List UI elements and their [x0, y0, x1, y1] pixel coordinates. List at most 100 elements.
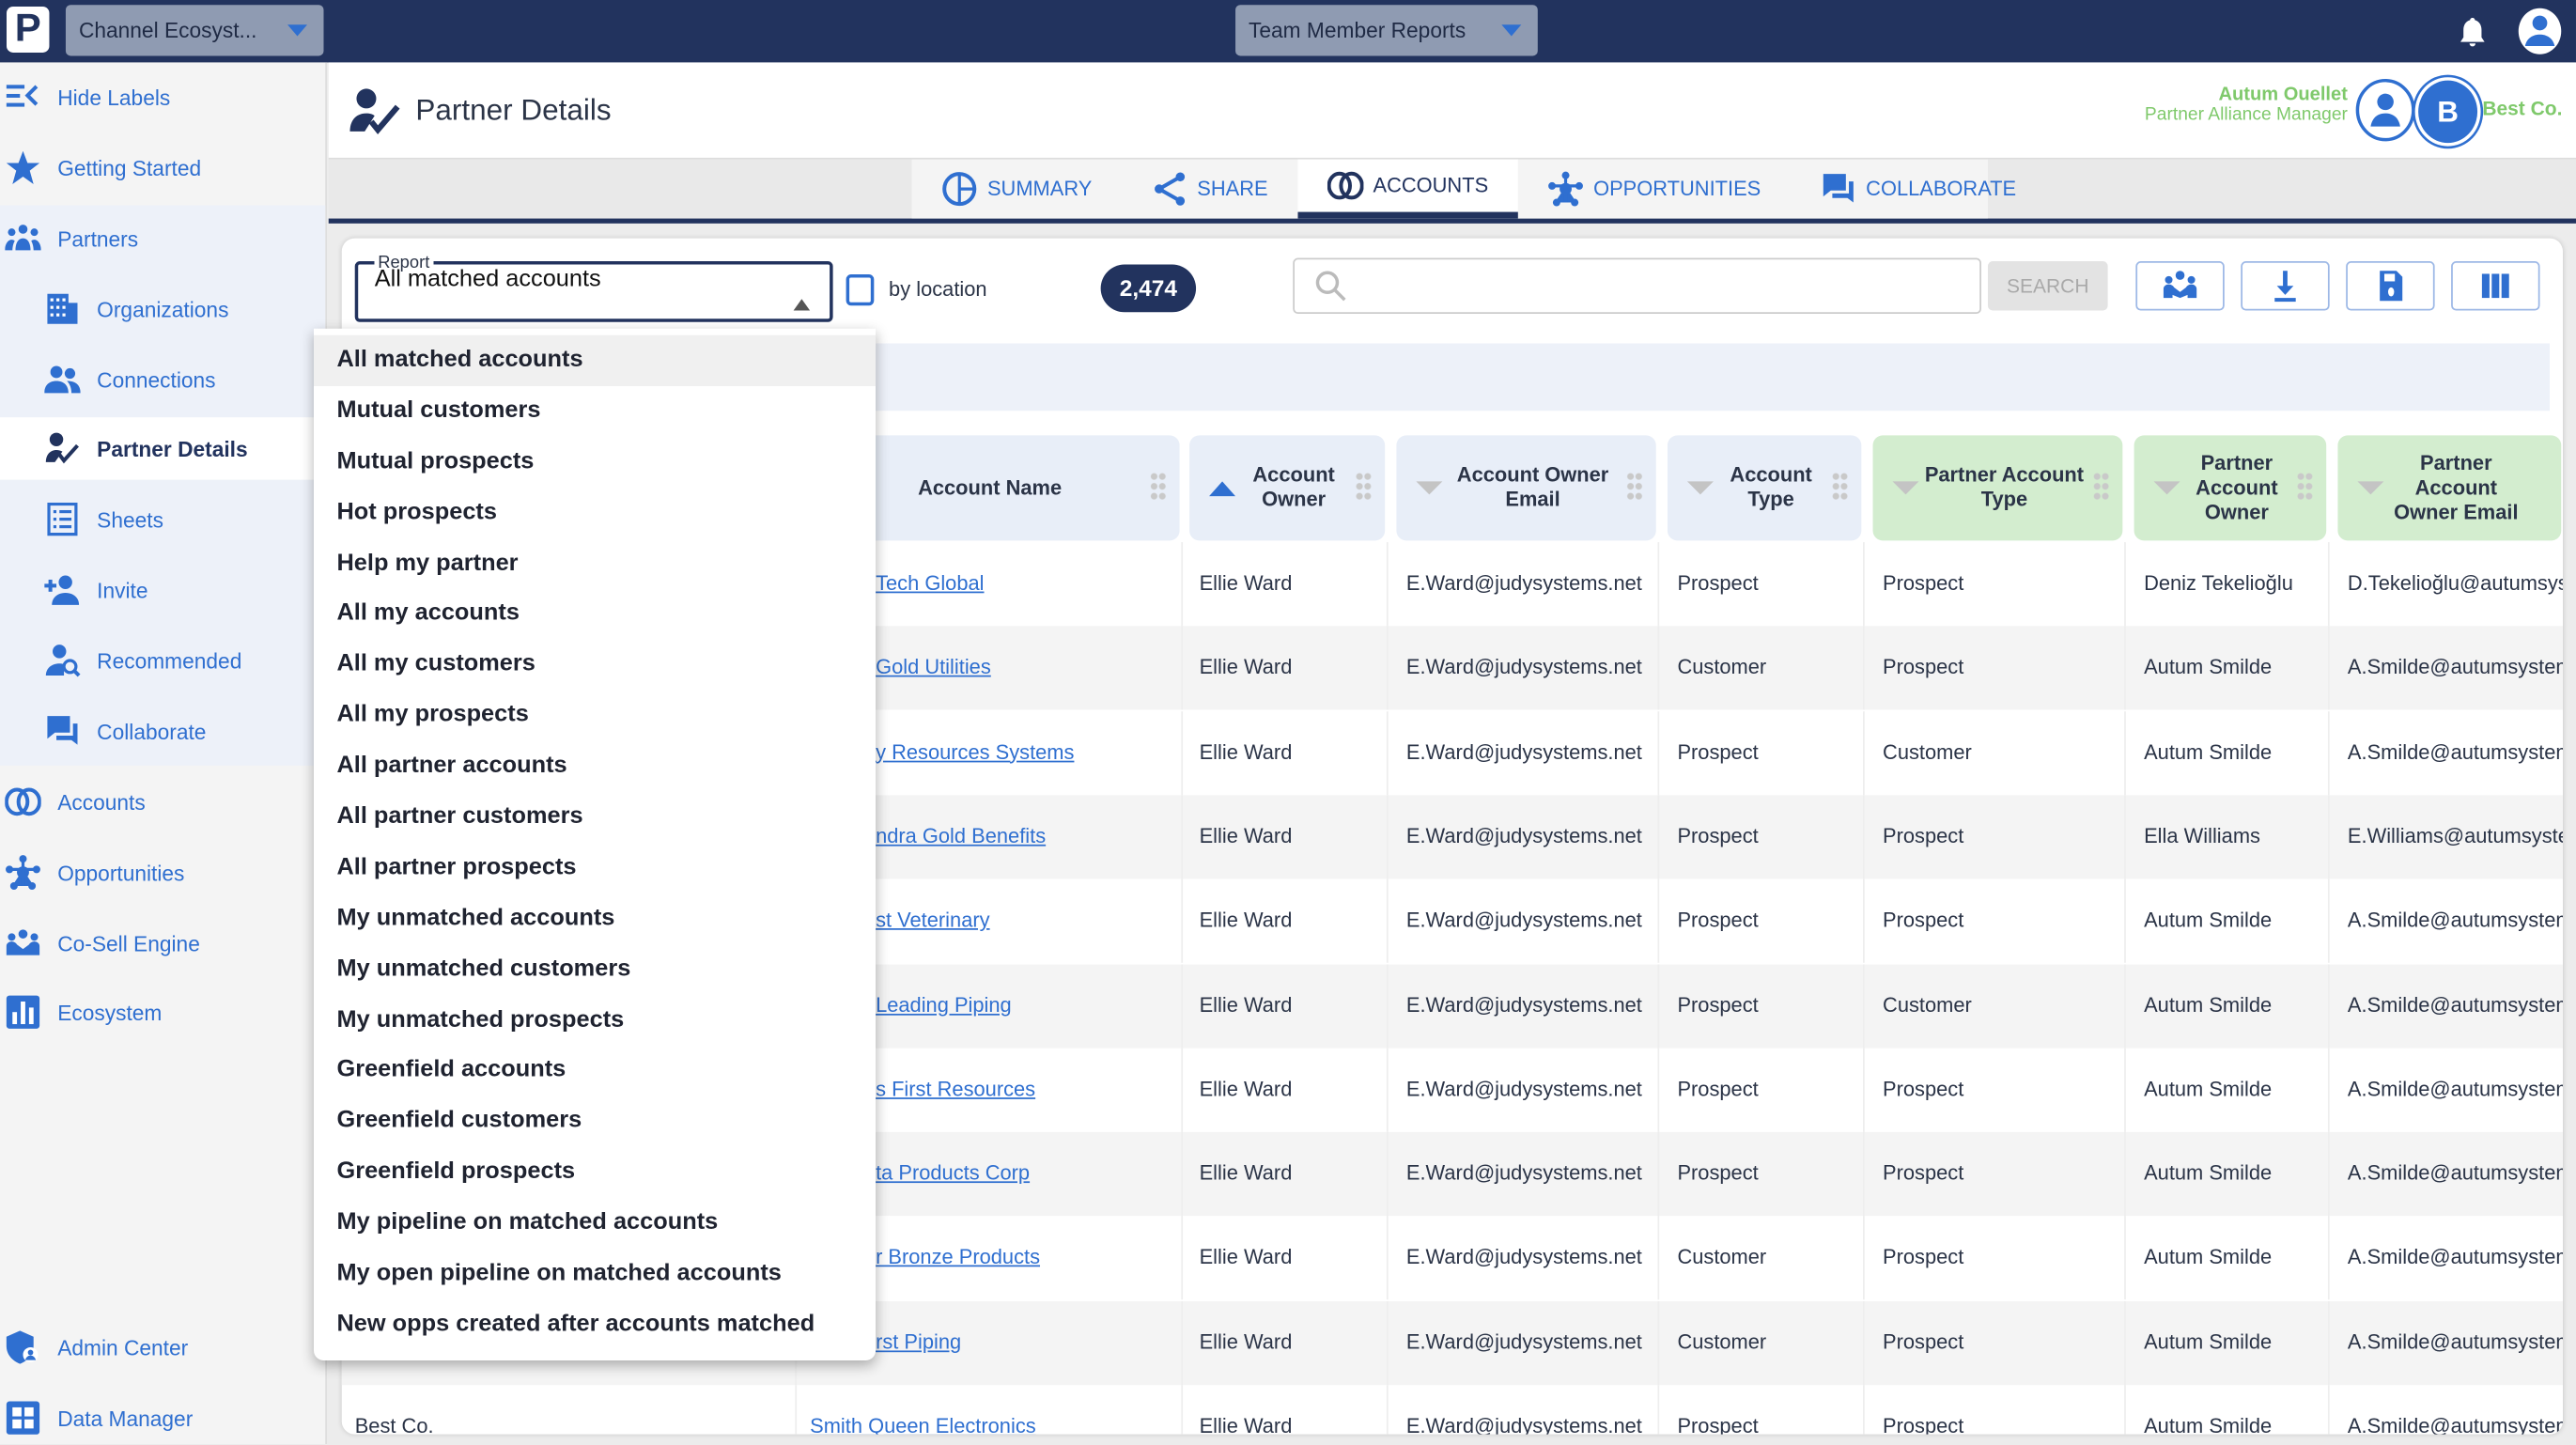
- account-link[interactable]: r Bronze Products: [876, 1246, 1041, 1269]
- sidebar-item-partner-details[interactable]: Partner Details: [0, 417, 326, 480]
- tab-share[interactable]: SHARE: [1122, 160, 1297, 219]
- column-header[interactable]: Account Type: [1667, 435, 1862, 541]
- report-option[interactable]: My open pipeline on matched accounts: [336, 1260, 782, 1287]
- table-row[interactable]: Tech Global Ellie Ward E.Ward@judysystems.…: [342, 542, 2564, 627]
- drag-handle-icon[interactable]: [1150, 471, 1167, 502]
- report-option[interactable]: My unmatched accounts: [336, 905, 615, 932]
- account-link[interactable]: Smith Queen Electronics: [810, 1414, 1036, 1435]
- table-cell: Prospect: [1870, 542, 2126, 627]
- tab-accounts[interactable]: ACCOUNTS: [1297, 159, 1518, 219]
- by-location-checkbox[interactable]: [846, 274, 875, 306]
- report-option[interactable]: All partner prospects: [336, 854, 577, 881]
- user-icon[interactable]: [2517, 7, 2563, 55]
- sidebar-item-co-sell-engine[interactable]: Co-Sell Engine: [0, 912, 325, 974]
- drag-handle-icon[interactable]: [1355, 471, 1373, 502]
- cell-text: Prospect: [1677, 739, 1759, 764]
- sidebar-item-recommended[interactable]: Recommended: [0, 629, 325, 691]
- table-cell: ndra Gold Benefits: [797, 795, 1184, 879]
- report-select[interactable]: Report All matched accounts: [354, 253, 833, 322]
- report-option[interactable]: Mutual prospects: [336, 448, 535, 474]
- table-row[interactable]: s First Resources Ellie Ward E.Ward@judysy…: [342, 1048, 2564, 1132]
- tab-summary[interactable]: SUMMARY: [912, 160, 1122, 219]
- sidebar-item-invite[interactable]: Invite: [0, 559, 325, 621]
- column-header[interactable]: Partner Account Owner: [2134, 435, 2327, 541]
- report-option[interactable]: Help my partner: [336, 550, 519, 577]
- account-link[interactable]: st Veterinary: [876, 909, 990, 932]
- report-option[interactable]: All my accounts: [336, 600, 520, 628]
- sidebar-item-hide-labels[interactable]: Hide Labels: [0, 66, 325, 128]
- sidebar-item-accounts[interactable]: Accounts: [0, 770, 325, 832]
- sidebar-item-opportunities[interactable]: Opportunities: [0, 841, 325, 903]
- sidebar-item-partners[interactable]: Partners: [0, 207, 325, 269]
- report-option[interactable]: New opps created after accounts matched: [336, 1311, 815, 1338]
- account-link[interactable]: ta Products Corp: [876, 1161, 1031, 1185]
- tab-collaborate[interactable]: COLLABORATE: [1791, 160, 2046, 219]
- sort-icon[interactable]: [1416, 481, 1443, 495]
- user-avatar-icon[interactable]: [2354, 77, 2416, 143]
- report-option[interactable]: My unmatched prospects: [336, 1006, 625, 1033]
- bell-icon[interactable]: [2455, 13, 2491, 53]
- column-header[interactable]: Account Owner: [1189, 435, 1386, 541]
- report-option[interactable]: All my customers: [336, 651, 535, 678]
- report-option[interactable]: All my prospects: [336, 702, 529, 729]
- table-row[interactable]: Best Co. Smith Queen Electronics Ellie War…: [342, 1385, 2564, 1435]
- table-cell: A.Smilde@autumsystem: [2335, 1132, 2564, 1217]
- sidebar-item-ecosystem[interactable]: Ecosystem: [0, 981, 325, 1043]
- report-option[interactable]: All matched accounts: [314, 334, 877, 386]
- report-option[interactable]: Greenfield customers: [336, 1108, 582, 1135]
- sidebar-item-sheets[interactable]: Sheets: [0, 488, 325, 550]
- sort-icon[interactable]: [1892, 481, 1919, 495]
- cell-text: Prospect: [1677, 1414, 1759, 1435]
- sidebar-item-organizations[interactable]: Organizations: [0, 278, 325, 340]
- report-option[interactable]: Greenfield accounts: [336, 1057, 566, 1084]
- download-button[interactable]: [2241, 261, 2330, 311]
- account-link[interactable]: s First Resources: [876, 1077, 1036, 1101]
- sort-ascending-icon[interactable]: [1209, 481, 1236, 497]
- search-button[interactable]: SEARCH: [1987, 261, 2108, 311]
- connections-icon: [44, 365, 81, 394]
- reports-select[interactable]: Team Member Reports: [1235, 5, 1538, 56]
- account-link[interactable]: ndra Gold Benefits: [876, 824, 1047, 848]
- app-logo[interactable]: P: [6, 6, 50, 53]
- sidebar-item-connections[interactable]: Connections: [0, 349, 325, 411]
- partner-avatar[interactable]: B: [2414, 77, 2481, 147]
- report-option[interactable]: Greenfield prospects: [336, 1158, 576, 1186]
- sidebar-item-label: Accounts: [57, 789, 146, 815]
- sidebar-item-data-manager[interactable]: Data Manager: [0, 1387, 325, 1444]
- sidebar-item-admin-center[interactable]: Admin Center: [0, 1316, 325, 1378]
- ecosystem-select-value: Channel Ecosyst...: [78, 18, 257, 43]
- report-option[interactable]: Hot prospects: [336, 499, 497, 526]
- drag-handle-icon[interactable]: [2296, 471, 2314, 502]
- report-option[interactable]: My unmatched customers: [336, 956, 631, 983]
- columns-button[interactable]: [2451, 261, 2540, 311]
- column-header[interactable]: Partner Account Type: [1872, 435, 2123, 541]
- search-input[interactable]: [1359, 266, 1975, 309]
- cell-text: A.Smilde@autumsystem: [2347, 909, 2564, 932]
- drag-handle-icon[interactable]: [2092, 471, 2110, 502]
- ecosystem-select[interactable]: Channel Ecosyst...: [65, 5, 324, 56]
- sidebar-item-getting-started[interactable]: Getting Started: [0, 136, 325, 198]
- sort-icon[interactable]: [1686, 481, 1714, 495]
- sidebar-item-collaborate[interactable]: Collaborate: [0, 700, 325, 762]
- account-link[interactable]: Tech Global: [876, 571, 985, 596]
- table-row[interactable]: y Resources Systems Ellie Ward E.Ward@judy…: [342, 710, 2564, 795]
- account-link[interactable]: rst Piping: [876, 1329, 962, 1354]
- drag-handle-icon[interactable]: [1831, 471, 1849, 502]
- column-header[interactable]: Account Owner Email: [1396, 435, 1656, 541]
- team-button[interactable]: [2135, 261, 2225, 311]
- save-button[interactable]: [2346, 261, 2435, 311]
- sort-icon[interactable]: [2357, 481, 2384, 495]
- table-row[interactable]: st Veterinary Ellie Ward E.Ward@judysystem…: [342, 878, 2564, 964]
- account-link[interactable]: Leading Piping: [876, 993, 1012, 1017]
- drag-handle-icon[interactable]: [1626, 471, 1643, 502]
- tab-opportunities[interactable]: OPPORTUNITIES: [1518, 160, 1791, 219]
- sort-icon[interactable]: [2153, 481, 2180, 495]
- report-option[interactable]: Mutual customers: [336, 396, 541, 424]
- account-link[interactable]: y Resources Systems: [876, 739, 1075, 764]
- report-option[interactable]: All partner customers: [336, 803, 583, 831]
- search-field[interactable]: [1293, 257, 1981, 315]
- report-option[interactable]: My pipeline on matched accounts: [336, 1209, 719, 1236]
- column-header[interactable]: Partner Account Owner Email: [2337, 435, 2562, 541]
- account-link[interactable]: Gold Utilities: [876, 656, 991, 679]
- report-option[interactable]: All partner accounts: [336, 753, 567, 780]
